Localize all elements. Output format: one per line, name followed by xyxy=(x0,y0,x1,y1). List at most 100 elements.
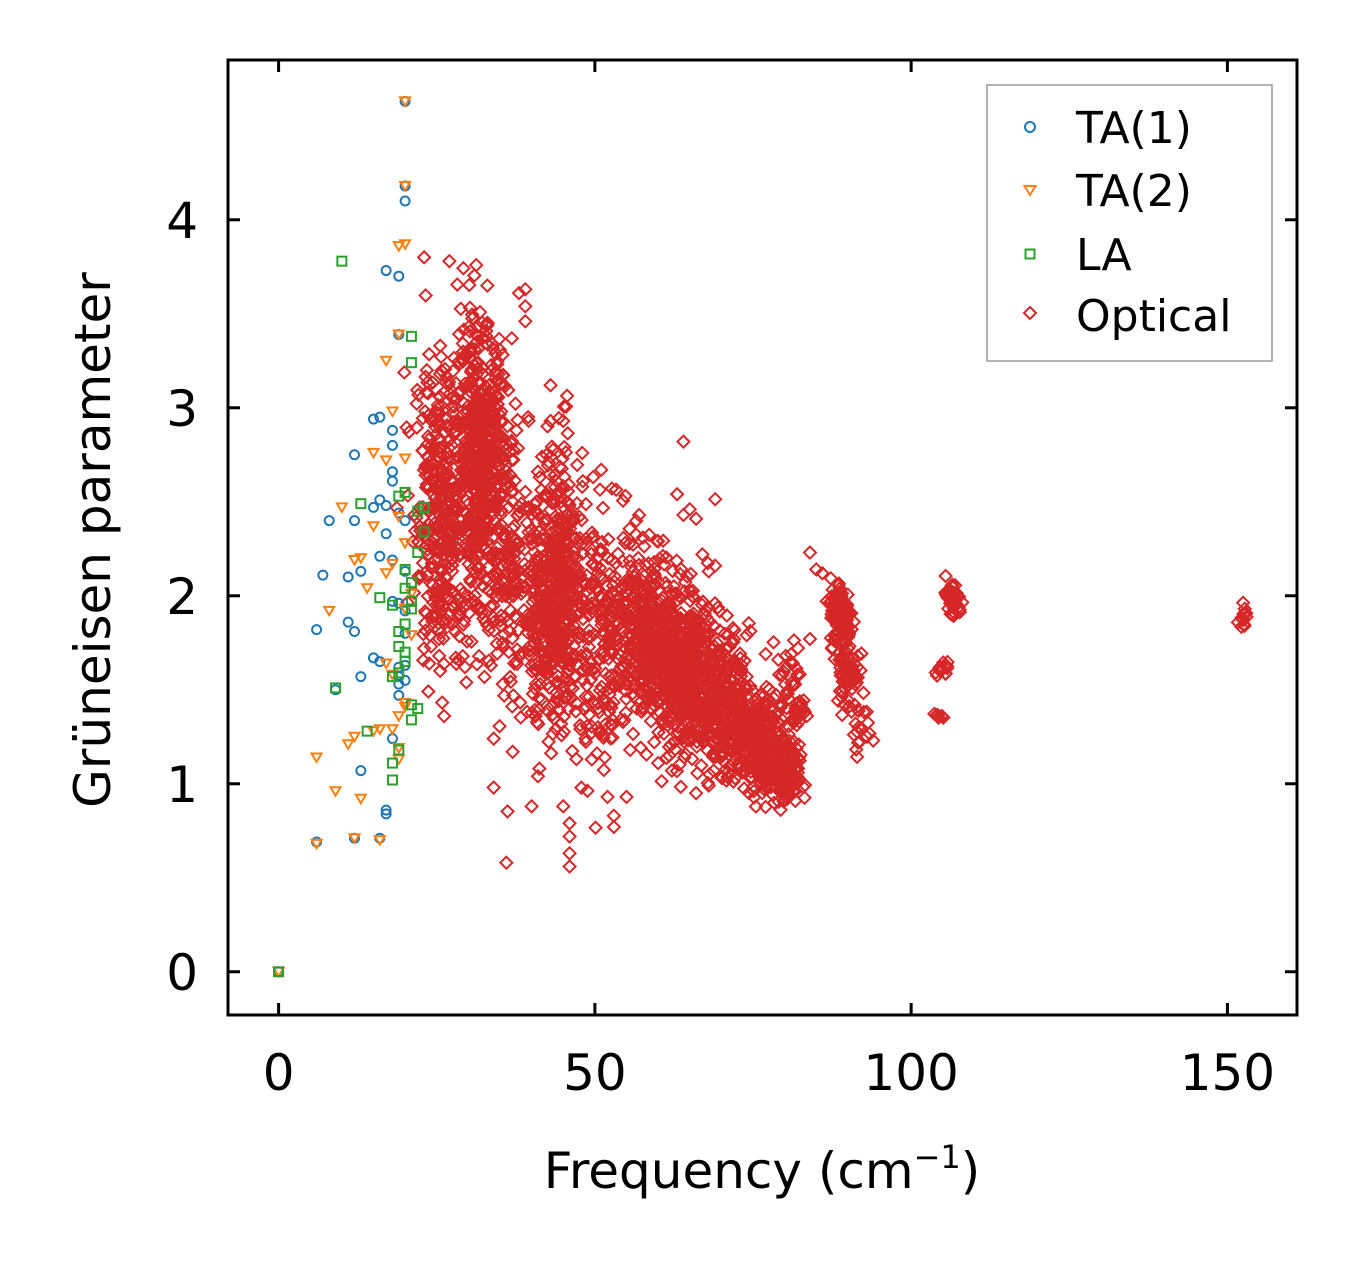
optical-point xyxy=(434,564,450,579)
optical-point xyxy=(685,725,701,740)
optical-point xyxy=(612,648,628,664)
optical-point xyxy=(713,645,729,661)
optical-point xyxy=(846,656,862,672)
optical-point xyxy=(779,700,795,716)
optical-point xyxy=(568,530,584,546)
optical-point xyxy=(680,706,696,722)
optical-point xyxy=(681,670,697,686)
optical-point xyxy=(830,693,846,709)
optical-point xyxy=(545,442,561,458)
la-point xyxy=(273,966,285,978)
optical-point xyxy=(856,685,871,701)
optical-point xyxy=(459,634,475,649)
optical-point xyxy=(617,682,633,698)
optical-point xyxy=(496,639,512,655)
optical-point xyxy=(481,622,497,638)
optical-point xyxy=(556,439,572,455)
ta2-point xyxy=(404,630,419,642)
optical-point xyxy=(474,315,490,331)
optical-point xyxy=(694,547,710,562)
optical-point xyxy=(1233,619,1249,635)
optical-point xyxy=(770,652,786,668)
la-point xyxy=(405,595,417,607)
optical-point xyxy=(511,622,527,638)
optical-point xyxy=(526,525,542,541)
optical-point xyxy=(567,650,583,666)
optical-point xyxy=(500,804,515,819)
optical-point xyxy=(455,260,471,276)
optical-point xyxy=(433,349,449,365)
optical-point xyxy=(584,604,600,620)
optical-point xyxy=(717,723,732,739)
optical-point xyxy=(546,655,562,671)
optical-point xyxy=(707,595,723,611)
optical-point xyxy=(431,432,446,447)
optical-point xyxy=(530,768,546,784)
optical-point xyxy=(463,364,479,380)
optical-point xyxy=(551,703,567,718)
ta2-point xyxy=(398,96,412,108)
optical-point xyxy=(420,428,436,444)
optical-point xyxy=(664,763,680,779)
ta2-point xyxy=(347,555,362,567)
optical-point xyxy=(766,634,781,650)
optical-point xyxy=(445,363,461,379)
optical-point xyxy=(631,622,647,638)
optical-point xyxy=(714,745,730,761)
optical-point xyxy=(457,376,473,392)
optical-point xyxy=(779,659,795,675)
optical-point xyxy=(651,724,666,740)
optical-point xyxy=(613,582,629,598)
optical-point xyxy=(664,606,680,622)
optical-point xyxy=(555,451,570,467)
la-point xyxy=(361,725,373,737)
optical-point xyxy=(458,674,474,690)
ta1-point xyxy=(399,195,411,207)
ta1-point xyxy=(323,515,335,527)
optical-point xyxy=(460,456,476,472)
optical-point xyxy=(715,708,730,723)
optical-point xyxy=(787,772,803,788)
optical-point xyxy=(802,545,818,560)
optical-point xyxy=(943,587,959,602)
optical-point xyxy=(441,590,457,606)
optical-point xyxy=(486,598,501,613)
optical-point xyxy=(484,410,500,426)
ta2-point xyxy=(392,711,406,723)
optical-point xyxy=(584,654,600,670)
optical-point xyxy=(608,482,624,498)
la-point xyxy=(399,486,411,498)
optical-point xyxy=(574,512,589,528)
optical-point xyxy=(480,522,496,538)
ta1-point xyxy=(367,501,379,513)
optical-point xyxy=(436,467,452,483)
optical-point xyxy=(701,563,717,579)
ta1-point xyxy=(349,625,361,637)
optical-point xyxy=(427,552,442,568)
optical-point xyxy=(463,539,478,555)
optical-point xyxy=(492,376,508,392)
optical-point xyxy=(635,637,651,653)
optical-point xyxy=(425,444,441,460)
la-point xyxy=(399,618,411,630)
optical-point xyxy=(441,467,457,483)
la-point xyxy=(399,646,411,658)
optical-point xyxy=(688,785,704,801)
optical-point xyxy=(703,626,718,642)
la-point xyxy=(374,592,386,604)
optical-point xyxy=(436,482,452,498)
y-axis-label: Grüneisen parameter xyxy=(64,272,122,808)
optical-point xyxy=(694,691,710,707)
optical-point xyxy=(641,555,657,571)
optical-point xyxy=(432,604,448,620)
optical-point xyxy=(727,747,742,763)
optical-point xyxy=(565,651,581,667)
la-point xyxy=(418,501,430,513)
legend-label-ta1: TA(1) xyxy=(1075,103,1192,154)
optical-point xyxy=(588,820,603,836)
optical-point xyxy=(463,341,478,357)
optical-point xyxy=(675,614,690,630)
ta1-point xyxy=(349,515,361,527)
optical-point xyxy=(622,626,638,642)
optical-point xyxy=(1235,595,1251,611)
